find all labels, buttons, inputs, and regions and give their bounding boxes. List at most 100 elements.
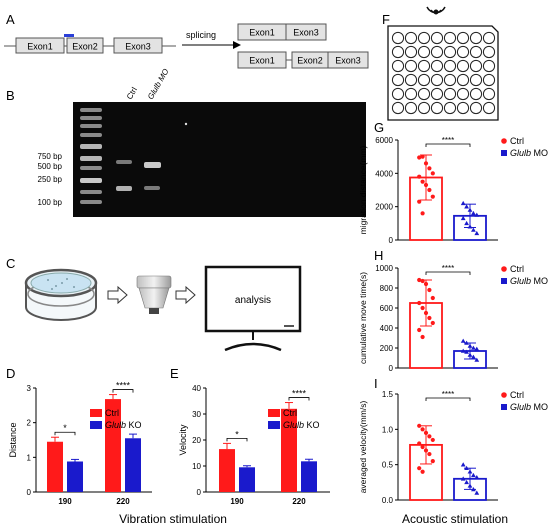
well	[456, 101, 470, 115]
well	[482, 101, 496, 115]
data-point	[467, 207, 473, 212]
well	[391, 73, 405, 87]
significance-label: *	[63, 423, 67, 433]
exon2-box	[66, 37, 104, 54]
chart-i: 0.0 0.5 1.0 1.5 averaged velocity(mm/s) **** C…	[358, 390, 548, 505]
legend-label: Ctrl	[510, 264, 524, 274]
data-point	[427, 166, 432, 171]
significance-bracket	[425, 143, 471, 147]
y-tick-label: 10	[192, 462, 201, 471]
data-point	[474, 474, 480, 480]
mo-band-lower	[144, 186, 160, 190]
panel-c: C analysis	[6, 256, 302, 352]
well	[404, 31, 418, 45]
panel-a: A Exon1 Exon2 Exon3 splicing Exon1 Exon3…	[4, 12, 369, 69]
y-tick-label: 6000	[375, 136, 393, 145]
data-point	[467, 483, 473, 488]
x-tick-label: 220	[292, 497, 306, 506]
legend-swatch	[501, 150, 507, 156]
data-point	[430, 171, 435, 176]
panel-f: F	[382, 6, 499, 121]
legend-swatch	[90, 409, 102, 417]
well	[482, 31, 496, 45]
well	[430, 73, 444, 87]
well	[469, 87, 483, 101]
data-point	[417, 199, 422, 204]
y-tick-label: 4000	[375, 169, 393, 178]
data-point	[464, 340, 469, 345]
significance-label: ****	[116, 381, 131, 391]
panel-letter-g: G	[374, 120, 384, 135]
bar	[47, 441, 63, 492]
y-tick-label: 20	[192, 436, 201, 445]
data-point	[430, 459, 435, 464]
data-point	[467, 343, 473, 348]
legend-swatch	[268, 409, 280, 417]
well	[443, 59, 457, 73]
data-point	[420, 334, 425, 340]
lane-label-glulb-mo: Glulb MO	[146, 67, 171, 101]
exon3-label: Exon3	[125, 42, 151, 52]
well	[430, 87, 444, 101]
well	[456, 31, 470, 45]
data-point	[430, 194, 435, 199]
marker-500: 500 bp	[38, 162, 63, 171]
y-tick-label: 600	[380, 304, 394, 313]
well	[404, 59, 418, 73]
product2-exon3-box	[327, 51, 369, 69]
panel-letter-a: A	[6, 12, 15, 27]
data-point	[471, 354, 476, 359]
exon2-label: Exon2	[72, 42, 98, 52]
vibration-footer: Vibration stimulation	[119, 512, 227, 526]
data-point	[471, 210, 476, 216]
panel-letter-b: B	[6, 88, 15, 103]
data-point	[417, 300, 422, 306]
data-point	[420, 305, 425, 311]
well	[469, 73, 483, 87]
well	[443, 31, 457, 45]
legend-swatch	[501, 138, 507, 144]
legend-swatch	[501, 392, 507, 398]
data-point	[423, 448, 429, 453]
well	[417, 59, 431, 73]
well	[417, 31, 431, 45]
significance-label: *	[235, 429, 239, 439]
y-tick-label: 800	[380, 284, 394, 293]
panel-letter-h: H	[374, 248, 383, 263]
data-point	[460, 476, 466, 481]
legend-swatch	[90, 421, 102, 429]
gel-speck	[184, 122, 188, 126]
bar	[301, 461, 317, 492]
legend-swatch	[501, 278, 507, 284]
data-point	[460, 462, 466, 467]
well	[482, 87, 496, 101]
data-point	[420, 278, 425, 284]
well	[417, 45, 431, 59]
y-tick-label: 0	[389, 364, 394, 373]
data-point	[417, 277, 422, 283]
monitor-icon	[204, 265, 302, 352]
y-tick-label: 400	[380, 324, 394, 333]
product1-exon3-box	[285, 23, 327, 41]
y-axis-label: averaged velocity(mm/s)	[358, 401, 368, 494]
y-axis-label: migration distance(mm)	[358, 145, 368, 234]
well	[391, 59, 405, 73]
arrow-icon	[107, 285, 128, 305]
chart-h: 0 200 400 600 800 1000 cumulative move time(s)…	[358, 264, 548, 373]
legend-label: Ctrl	[283, 408, 297, 418]
legend-label: Ctrl	[510, 390, 524, 400]
data-point	[467, 224, 473, 229]
y-tick-label: 40	[192, 384, 201, 393]
data-point	[417, 441, 422, 446]
significance-bracket	[226, 437, 248, 442]
marker-250: 250 bp	[38, 175, 63, 184]
product2-exon1-box	[237, 51, 287, 69]
well	[482, 73, 496, 87]
well	[443, 87, 457, 101]
morpholino-target-mark	[64, 34, 74, 37]
ladder-lane	[80, 108, 102, 204]
product2-exon3-label: Exon3	[335, 56, 361, 66]
data-point	[474, 357, 480, 362]
well	[391, 101, 405, 115]
microscope-objective-icon	[136, 275, 172, 314]
